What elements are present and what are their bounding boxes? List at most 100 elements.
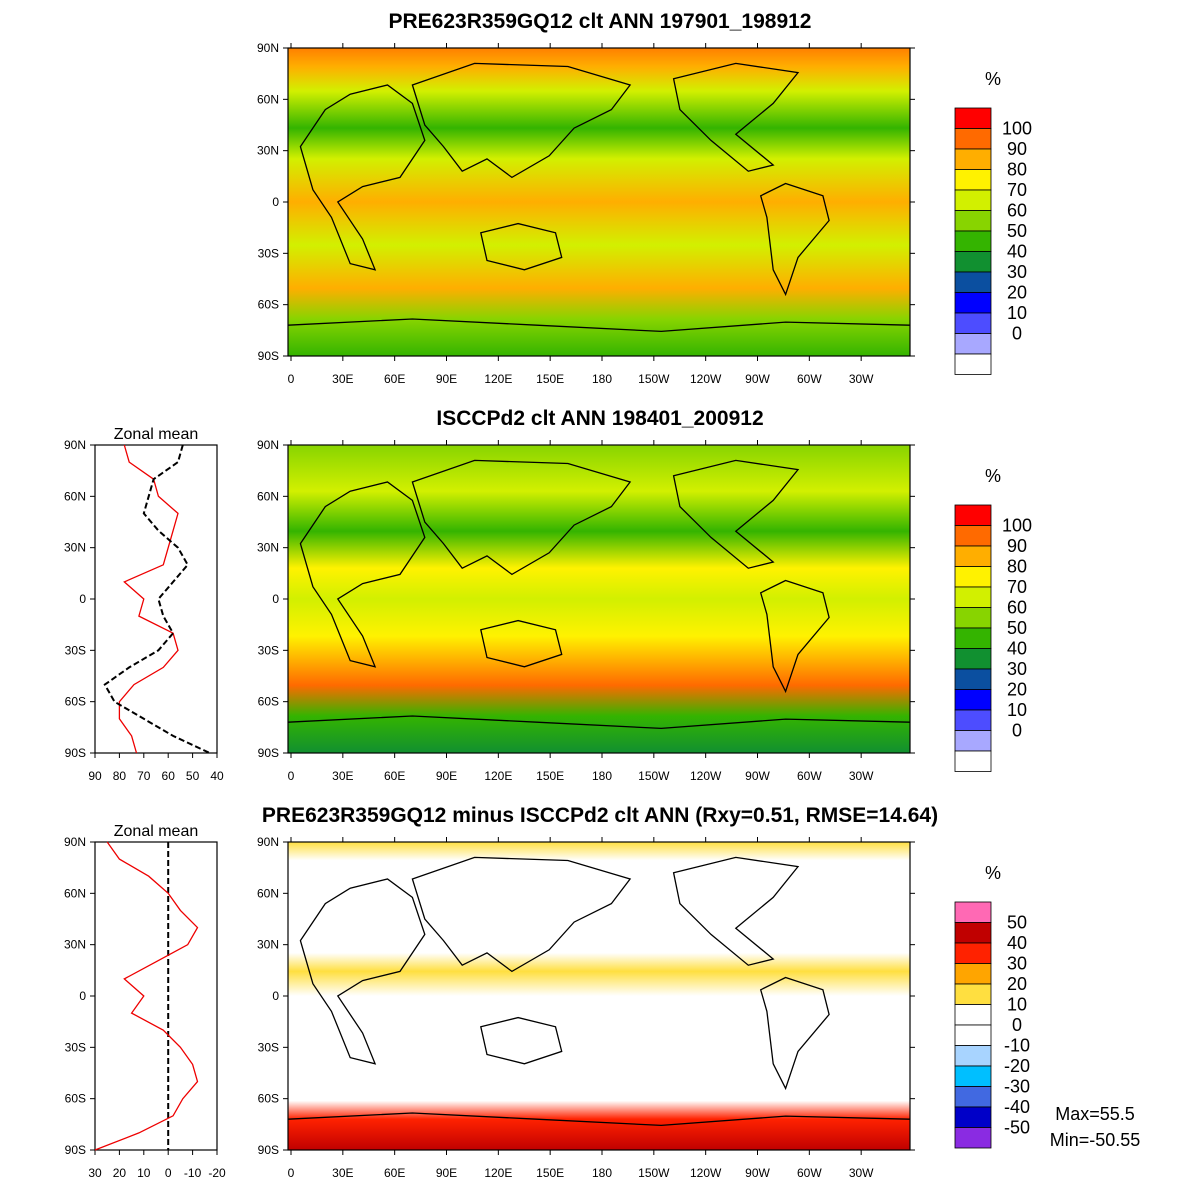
zonal-diff-line [94, 841, 199, 1151]
continent-outline [480, 222, 563, 271]
zonal-y-label: 30S [65, 643, 86, 657]
x-tick-label: 90E [436, 769, 457, 783]
x-tick-label: 90W [745, 1166, 770, 1180]
colorbar-label: 40 [1007, 242, 1027, 262]
colorbar-box [954, 963, 992, 985]
colorbar-label: 20 [1007, 283, 1027, 303]
colorbar-label: 0 [1012, 721, 1022, 741]
colorbar-box [954, 189, 992, 211]
colorbar-label: 100 [1002, 119, 1032, 139]
zonal-x-label: 80 [113, 769, 127, 783]
y-tick-label: 30S [258, 643, 279, 657]
x-tick-label: 90E [436, 1166, 457, 1180]
zonal-x-label: 70 [137, 769, 151, 783]
stat-max: Max=55.5 [1055, 1104, 1135, 1124]
colorbar-box [954, 648, 992, 670]
colorbar-label: -40 [1004, 1097, 1030, 1117]
zonal-y-label: 0 [79, 989, 86, 1003]
colorbar-box [954, 271, 992, 293]
x-tick-label: 150E [536, 1166, 564, 1180]
colorbar-box [954, 148, 992, 170]
colorbar-label: 40 [1007, 639, 1027, 659]
x-tick-label: 0 [288, 372, 295, 386]
x-tick-label: 60E [384, 769, 405, 783]
y-tick-label: 60N [257, 489, 279, 503]
zonal-title: Zonal mean [114, 426, 199, 443]
colorbar-box [954, 1127, 992, 1149]
colorbar-box [954, 1004, 992, 1026]
zonal-y-label: 90S [65, 746, 86, 760]
zonal-x-label: -20 [208, 1166, 226, 1180]
continent-outline [480, 1016, 563, 1065]
colorbar-box [954, 922, 992, 944]
zonal-title: Zonal mean [114, 823, 199, 840]
y-tick-label: 30N [257, 541, 279, 555]
colorbar-box [954, 1106, 992, 1128]
colorbar-label: 90 [1007, 536, 1027, 556]
x-tick-label: 150W [638, 1166, 670, 1180]
stat-min: Min=-50.55 [1050, 1130, 1141, 1150]
field-shading [288, 48, 910, 356]
colorbar-label: 60 [1007, 201, 1027, 221]
zonal-x-label: 40 [210, 769, 224, 783]
continent-outline [672, 62, 800, 172]
colorbar-unit: % [985, 466, 1001, 486]
colorbar-box [954, 901, 992, 923]
zonal-frame [94, 841, 218, 1151]
colorbar-label: -10 [1004, 1036, 1030, 1056]
colorbar-box [954, 607, 992, 629]
x-tick-label: 30W [849, 1166, 874, 1180]
colorbar-label: 100 [1002, 516, 1032, 536]
continent-outline [672, 856, 800, 966]
y-tick-label: 90N [257, 835, 279, 849]
colorbar-label: 0 [1012, 1015, 1022, 1035]
colorbar-box [954, 353, 992, 375]
colorbar-box [954, 169, 992, 191]
colorbar-box [954, 1024, 992, 1046]
y-tick-label: 0 [272, 592, 279, 606]
x-tick-label: 120W [690, 372, 722, 386]
colorbar-label: 30 [1007, 954, 1027, 974]
map-panel-3: PRE623R359GQ12 minus ISCCPd2 clt ANN (Rx… [64, 804, 1140, 1180]
colorbar-label: -20 [1004, 1056, 1030, 1076]
zonal-x-label: 10 [137, 1166, 151, 1180]
colorbar-label: -30 [1004, 1077, 1030, 1097]
x-tick-label: 150E [536, 372, 564, 386]
colorbar-box [954, 750, 992, 772]
zonal-mean-panel: Zonal mean 90 80 70 60 50 40 90N 60N 30N 0 30S 60S 90… [64, 426, 224, 783]
zonal-x-label: -10 [184, 1166, 202, 1180]
colorbar-box [954, 210, 992, 232]
x-tick-label: 120E [484, 372, 512, 386]
y-tick-label: 60N [257, 92, 279, 106]
map-panel-2: ISCCPd2 clt ANN 198401_200912 0 30E 60E 90E 1… [64, 407, 1032, 783]
continent-outline [287, 715, 911, 730]
zonal-obs-line [103, 444, 211, 754]
zonal-y-label: 30S [65, 1040, 86, 1054]
colorbar-box [954, 504, 992, 526]
colorbar-box [954, 1065, 992, 1087]
colorbar-label: 20 [1007, 974, 1027, 994]
y-tick-label: 90S [258, 746, 279, 760]
panel-title: PRE623R359GQ12 clt ANN 197901_198912 [388, 10, 811, 33]
colorbar-label: 90 [1007, 139, 1027, 159]
zonal-y-label: 90N [64, 438, 86, 452]
panel-title: PRE623R359GQ12 minus ISCCPd2 clt ANN (Rx… [262, 804, 938, 827]
colorbar-box [954, 627, 992, 649]
zonal-mean-panel: Zonal mean 30 20 10 0 -10 -20 90N 60N 30N 0 30S 60S 9… [64, 823, 226, 1180]
x-tick-label: 0 [288, 1166, 295, 1180]
colorbar-box [954, 525, 992, 547]
zonal-x-label: 30 [88, 1166, 102, 1180]
x-tick-label: 120W [690, 769, 722, 783]
x-tick-label: 180 [592, 372, 612, 386]
colorbar-box [954, 983, 992, 1005]
x-tick-label: 60E [384, 372, 405, 386]
y-tick-label: 30N [257, 938, 279, 952]
y-tick-label: 0 [272, 989, 279, 1003]
continent-outline [411, 856, 632, 973]
zonal-y-label: 30N [64, 938, 86, 952]
zonal-y-label: 0 [79, 592, 86, 606]
x-tick-label: 30E [332, 1166, 353, 1180]
x-tick-label: 30E [332, 372, 353, 386]
x-tick-label: 180 [592, 769, 612, 783]
